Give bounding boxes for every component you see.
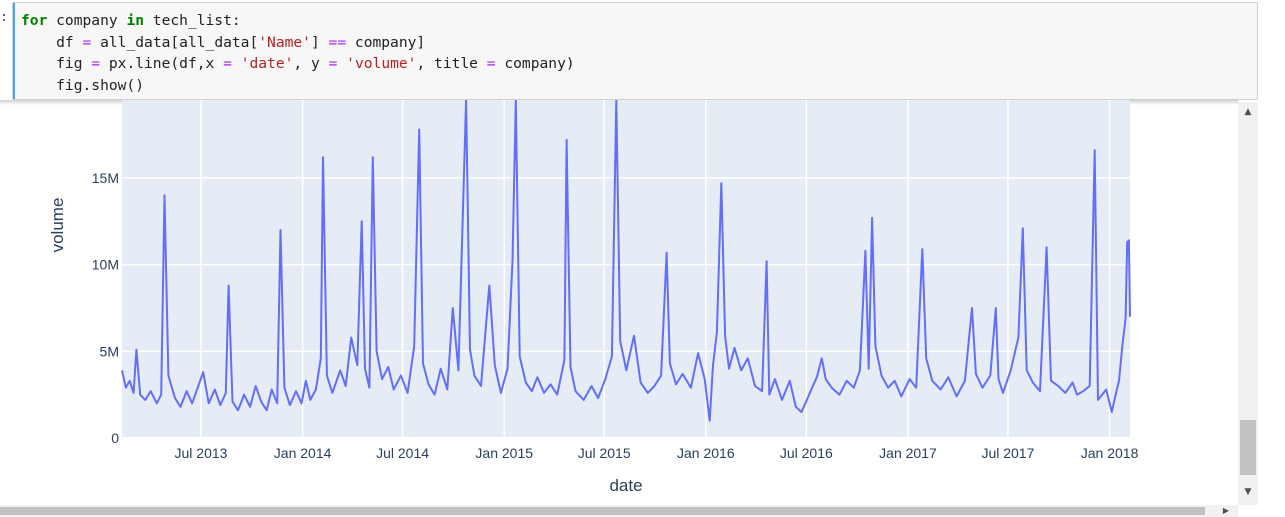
- x-tick-label: Jul 2017: [981, 445, 1034, 461]
- gridlines: [122, 100, 1130, 439]
- cell-selection-bar: [13, 3, 15, 99]
- code-token: 'date': [240, 55, 294, 72]
- y-tick-label: 5M: [100, 343, 119, 359]
- cell-prompt: :: [0, 10, 8, 25]
- code-token: =: [486, 55, 496, 72]
- code-token: tech_list:: [144, 12, 241, 29]
- x-tick-label: Jul 2015: [578, 445, 631, 461]
- x-tick-label: Jan 2016: [677, 445, 735, 461]
- scroll-up-icon[interactable]: ▲: [1244, 107, 1252, 117]
- x-tick-label: Jul 2014: [376, 445, 429, 461]
- code-token: =: [82, 33, 92, 51]
- code-token: in: [126, 12, 145, 29]
- y-axis-ticks: 0 5M 10M 15M: [92, 170, 119, 446]
- horizontal-scrollbar[interactable]: ▶: [0, 505, 1238, 517]
- x-axis-title: date: [609, 476, 642, 495]
- code-token: 'volume': [346, 55, 417, 72]
- x-tick-label: Jul 2013: [175, 445, 228, 461]
- vertical-scrollbar[interactable]: ▲ ▼: [1238, 102, 1258, 505]
- code-token: fig.show(): [21, 76, 145, 94]
- series-line-volume[interactable]: [121, 100, 1131, 422]
- code-token: [232, 55, 241, 72]
- code-token: ==: [328, 33, 347, 51]
- code-token: , title: [416, 55, 487, 72]
- scroll-right-icon[interactable]: ▶: [1222, 506, 1230, 515]
- x-tick-label: Jan 2017: [879, 445, 937, 461]
- code-token: for: [21, 12, 48, 29]
- code-token: =: [328, 55, 338, 72]
- y-tick-label: 15M: [92, 170, 119, 186]
- y-tick-label: 0: [111, 430, 119, 446]
- volume-line-chart[interactable]: Jul 2013 Jan 2014 Jul 2014 Jan 2015 Jul 2015…: [0, 100, 1238, 505]
- code-cell-input[interactable]: for company in tech_list: df = all_data[…: [12, 2, 1258, 100]
- code-token: 'Name': [258, 33, 311, 51]
- code-token: fig: [21, 55, 92, 72]
- y-axis-title: volume: [48, 198, 67, 253]
- x-tick-label: Jan 2014: [274, 445, 332, 461]
- code-token: ]: [310, 33, 329, 51]
- plot-background: [122, 100, 1130, 438]
- x-tick-label: Jul 2016: [780, 445, 833, 461]
- x-tick-label: Jan 2015: [475, 445, 533, 461]
- horizontal-scroll-thumb[interactable]: [0, 507, 1205, 515]
- scroll-down-icon[interactable]: ▼: [1244, 487, 1252, 497]
- code-token: px.line(df,x: [100, 55, 224, 72]
- x-tick-label: Jan 2018: [1081, 445, 1139, 461]
- y-tick-label: 10M: [92, 257, 119, 273]
- code-token: company: [47, 12, 127, 29]
- code-token: company]: [346, 33, 426, 51]
- code-token: [337, 55, 346, 72]
- code-token: company): [495, 55, 575, 72]
- code-token: all_data[all_data[: [91, 33, 259, 51]
- code-token: df: [21, 33, 83, 51]
- code-editor[interactable]: for company in tech_list: df = all_data[…: [21, 10, 575, 96]
- code-token: , y: [293, 55, 329, 72]
- code-token: =: [223, 55, 232, 72]
- vertical-scroll-thumb[interactable]: [1240, 420, 1256, 475]
- x-axis-ticks: Jul 2013 Jan 2014 Jul 2014 Jan 2015 Jul 2015…: [175, 445, 1139, 461]
- code-token: =: [91, 55, 101, 72]
